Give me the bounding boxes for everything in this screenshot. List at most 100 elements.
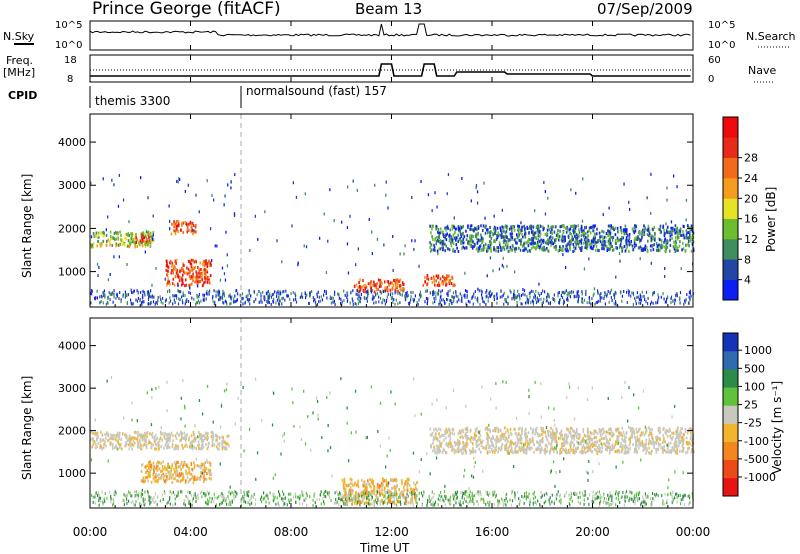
data-cell [687,231,690,235]
data-cell [381,301,383,305]
data-cell [186,433,188,437]
data-cell [173,298,175,302]
data-cell [657,298,659,302]
data-cell [425,289,427,293]
data-cell [198,443,200,447]
data-cell [99,439,102,443]
data-cell [634,447,636,451]
data-cell [349,477,352,481]
data-cell [691,439,693,443]
data-cell [133,441,136,445]
data-cell [226,434,229,438]
data-cell [383,489,386,492]
data-cell [100,430,102,434]
data-cell [384,491,386,494]
data-cell [689,227,691,231]
data-cell [174,275,177,279]
data-cell [131,302,133,306]
data-cell [180,468,182,471]
data-cell [530,247,533,250]
data-cell [197,444,199,447]
data-cell [669,244,672,247]
data-cell [104,295,106,299]
data-cell [449,433,451,437]
data-cell [669,234,672,238]
data-cell [162,301,164,305]
data-cell [679,449,681,453]
data-cell [576,294,578,298]
data-cell [611,299,613,302]
data-cell [589,231,592,235]
data-cell [493,246,495,250]
data-cell [486,431,488,435]
data-cell [630,429,632,433]
data-cell [445,427,448,431]
data-cell [206,265,209,268]
data-cell [351,481,353,485]
data-cell [372,294,374,298]
data-cell [557,249,560,253]
data-cell [372,491,375,495]
data-cell [167,277,170,281]
data-cell [224,446,226,450]
data-cell [541,439,544,443]
data-cell [156,474,159,478]
data-cell [642,228,644,232]
data-cell [673,174,675,178]
data-cell [628,243,631,247]
data-cell [533,292,536,296]
data-cell [623,182,625,186]
data-cell [546,232,548,235]
data-cell [493,230,496,234]
data-cell [435,227,437,231]
data-cell [403,488,406,492]
data-cell [625,247,628,251]
data-cell [510,449,512,453]
data-cell [539,450,542,454]
data-cell [143,290,145,294]
data-cell [462,444,465,448]
data-cell [277,290,279,294]
data-cell [534,209,536,213]
data-cell [111,236,114,240]
data-cell [131,232,134,236]
data-cell [188,291,190,294]
data-cell [102,230,104,234]
data-cell [467,299,469,303]
data-cell [594,237,596,241]
data-cell [601,235,603,239]
data-cell [196,271,198,275]
data-cell [618,431,620,435]
data-cell [147,292,149,296]
data-cell [641,433,643,437]
data-cell [303,244,305,248]
data-cell [680,438,683,442]
data-cell [649,432,651,436]
data-cell [205,443,207,446]
data-cell [441,441,443,445]
data-cell [535,502,538,506]
data-cell [390,495,392,499]
data-cell [521,225,523,229]
data-cell [254,214,256,218]
data-cell [607,247,609,250]
data-cell [366,489,368,493]
data-cell [511,236,514,240]
data-cell [209,463,212,467]
data-cell [626,290,628,294]
data-cell [107,278,110,282]
data-cell [547,294,550,298]
data-cell [538,443,541,447]
data-cell [482,237,484,241]
data-cell [481,290,483,294]
data-cell [469,429,472,433]
data-cell [191,268,193,272]
data-cell [675,443,677,447]
data-cell [210,263,212,267]
data-cell [187,267,190,271]
data-cell [541,433,543,437]
data-cell [148,239,151,243]
data-cell [597,299,599,303]
data-cell [182,282,184,286]
data-cell [623,434,625,438]
